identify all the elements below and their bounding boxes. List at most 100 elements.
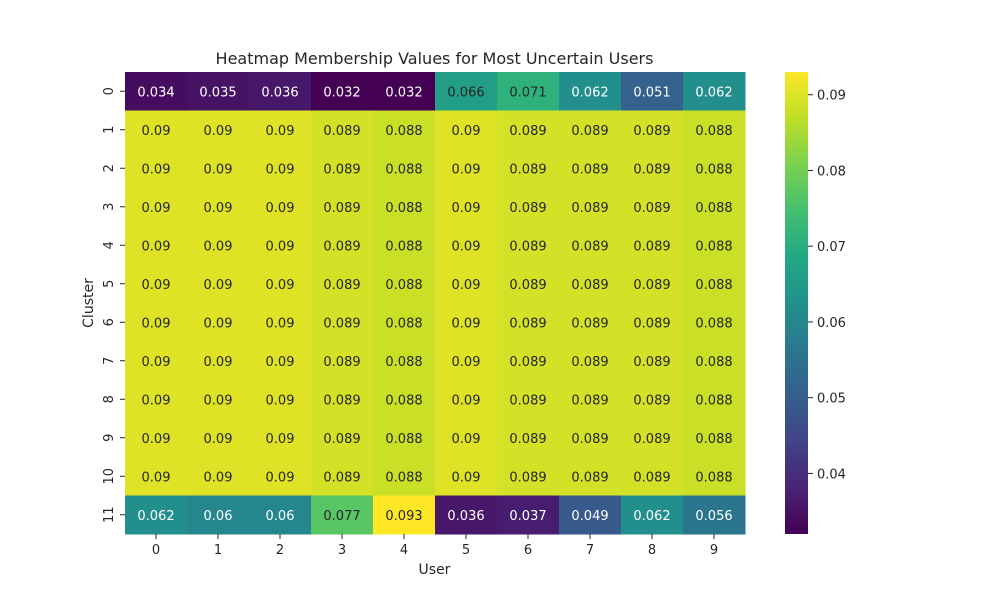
cell-value-label: 0.088 <box>385 162 422 177</box>
heatmap-cell <box>125 226 188 265</box>
heatmap-cell <box>311 226 374 265</box>
heatmap-cell <box>559 341 622 381</box>
cell-value-label: 0.062 <box>633 509 670 524</box>
cell-value-label: 0.088 <box>385 278 422 293</box>
cell-value-label: 0.09 <box>142 162 171 177</box>
heatmap-cell <box>435 418 498 458</box>
heatmap-cell <box>683 457 746 496</box>
cell-value-label: 0.089 <box>509 278 546 293</box>
cell-value-label: 0.088 <box>385 432 422 447</box>
heatmap-cell <box>497 187 560 227</box>
heatmap-cell <box>373 457 436 496</box>
cell-value-label: 0.09 <box>204 201 233 216</box>
heatmap-cell <box>497 264 560 304</box>
cell-value-label: 0.088 <box>695 239 732 254</box>
heatmap-cell <box>249 418 312 458</box>
cell-value-label: 0.09 <box>266 393 295 408</box>
cell-value-label: 0.09 <box>204 162 233 177</box>
heatmap-cell <box>497 380 560 419</box>
heatmap-cell <box>125 341 188 381</box>
cell-value-label: 0.088 <box>385 355 422 370</box>
cell-value-label: 0.089 <box>633 355 670 370</box>
heatmap-cell <box>435 149 498 188</box>
heatmap-cell <box>125 264 188 304</box>
cell-value-label: 0.09 <box>204 393 233 408</box>
cell-value-label: 0.037 <box>509 509 546 524</box>
heatmap-cell <box>497 418 560 458</box>
heatmap-cell <box>621 187 684 227</box>
heatmap-cell <box>249 187 312 227</box>
colorbar-gradient <box>785 72 808 534</box>
cell-value-label: 0.09 <box>266 355 295 370</box>
x-tick-label: 3 <box>338 543 346 558</box>
heatmap-cell <box>497 149 560 188</box>
cell-value-label: 0.09 <box>142 470 171 485</box>
cell-value-label: 0.089 <box>323 316 360 331</box>
heatmap-cell <box>683 495 746 535</box>
heatmap-cell <box>187 418 250 458</box>
heatmap-cell <box>435 457 498 496</box>
heatmap-cell <box>621 457 684 496</box>
heatmap-cell <box>683 72 746 111</box>
cell-value-label: 0.089 <box>633 470 670 485</box>
cell-value-label: 0.088 <box>695 432 732 447</box>
cell-value-label: 0.09 <box>142 355 171 370</box>
heatmap-cell <box>435 341 498 381</box>
y-tick-label: 0 <box>102 87 117 95</box>
cell-value-label: 0.09 <box>142 278 171 293</box>
cell-value-label: 0.089 <box>323 393 360 408</box>
heatmap-cell <box>497 72 560 111</box>
cell-value-label: 0.032 <box>323 85 360 100</box>
heatmap-cell <box>187 380 250 419</box>
colorbar: 0.04 0.05 0.06 0.07 0.08 0.09 <box>785 72 846 534</box>
cell-value-label: 0.088 <box>385 316 422 331</box>
heatmap-cell <box>311 149 374 188</box>
heatmap-cell <box>187 187 250 227</box>
cell-value-label: 0.09 <box>142 393 171 408</box>
heatmap-cell <box>559 72 622 111</box>
heatmap-cell <box>311 187 374 227</box>
cell-value-label: 0.077 <box>323 509 360 524</box>
cell-value-label: 0.09 <box>452 162 481 177</box>
cell-value-label: 0.09 <box>266 432 295 447</box>
heatmap-cell <box>621 110 684 150</box>
cell-value-label: 0.051 <box>633 85 670 100</box>
cell-value-label: 0.062 <box>137 509 174 524</box>
cell-value-label: 0.049 <box>571 509 608 524</box>
heatmap-cell <box>125 495 188 535</box>
cell-value-label: 0.09 <box>266 470 295 485</box>
cell-value-label: 0.036 <box>447 509 484 524</box>
heatmap-cell <box>373 341 436 381</box>
cell-value-label: 0.06 <box>266 509 295 524</box>
cell-value-label: 0.089 <box>323 124 360 139</box>
heatmap-cell <box>373 149 436 188</box>
heatmap-cell <box>311 72 374 111</box>
cell-value-label: 0.088 <box>695 278 732 293</box>
colorbar-tick-label: 0.05 <box>817 392 846 407</box>
cell-value-label: 0.088 <box>695 162 732 177</box>
heatmap-cell <box>373 303 436 342</box>
heatmap-cell <box>249 457 312 496</box>
cell-value-label: 0.089 <box>323 432 360 447</box>
y-tick-label: 9 <box>102 434 117 442</box>
heatmap-cell <box>683 341 746 381</box>
cell-value-label: 0.089 <box>633 239 670 254</box>
cell-value-label: 0.09 <box>204 239 233 254</box>
y-tick-label: 2 <box>102 164 117 172</box>
cell-value-label: 0.09 <box>142 239 171 254</box>
cell-value-label: 0.09 <box>266 124 295 139</box>
heatmap-cell <box>621 418 684 458</box>
heatmap-cells: 0.034 0.035 0.036 0.032 0.032 0.066 0.071 0.062… <box>125 72 746 535</box>
cell-value-label: 0.032 <box>385 85 422 100</box>
cell-value-label: 0.088 <box>385 124 422 139</box>
cell-value-label: 0.089 <box>509 239 546 254</box>
heatmap-cell <box>311 418 374 458</box>
cell-value-label: 0.089 <box>509 470 546 485</box>
heatmap-cell <box>187 303 250 342</box>
cell-value-label: 0.089 <box>571 470 608 485</box>
heatmap-cell <box>435 495 498 535</box>
heatmap-cell <box>187 149 250 188</box>
cell-value-label: 0.089 <box>571 355 608 370</box>
cell-value-label: 0.089 <box>633 124 670 139</box>
